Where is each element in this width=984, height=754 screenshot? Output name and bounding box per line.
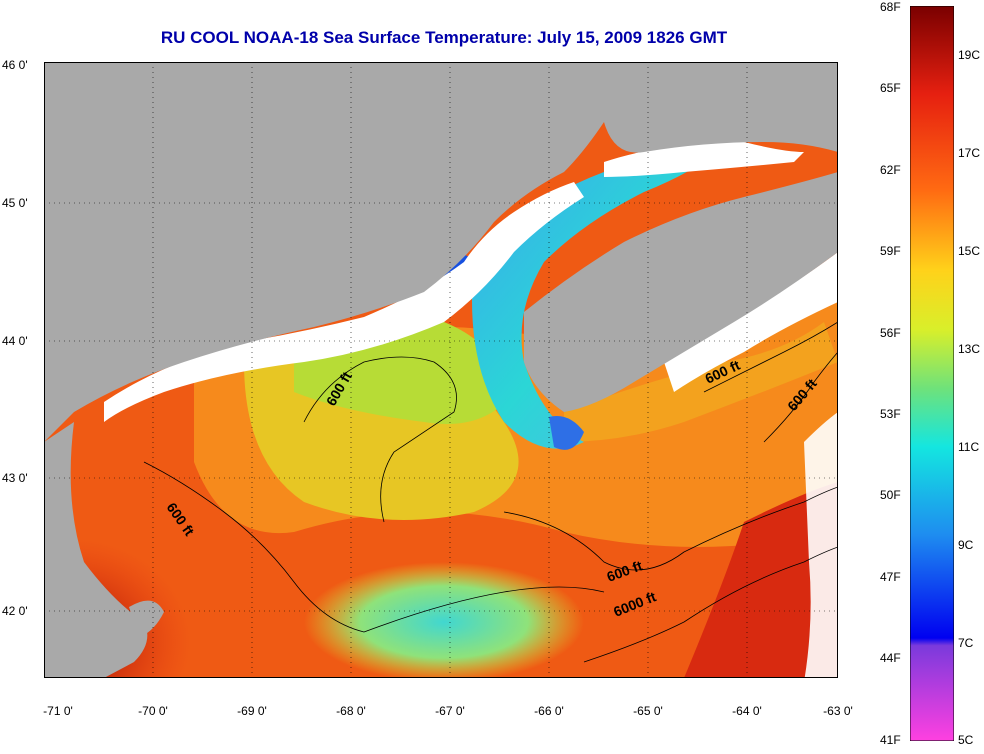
x-tick-7: -65 0'	[633, 704, 663, 718]
map-title: RU COOL NOAA-18 Sea Surface Temperature:…	[160, 28, 728, 47]
x-tick-9: -63 0'	[823, 704, 853, 718]
cbar-f-53: 53F	[880, 407, 901, 421]
cbar-c-11: 11C	[958, 440, 980, 454]
land-new-brunswick	[604, 62, 838, 153]
ocean-yellow-east	[564, 322, 838, 442]
x-tick-6: -66 0'	[534, 704, 564, 718]
cbar-c-5: 5C	[958, 733, 974, 747]
land-cape-cod	[44, 422, 148, 678]
ocean-warm-se	[684, 482, 838, 678]
colorbar	[910, 6, 954, 741]
cbar-c-17: 17C	[958, 146, 981, 160]
cloud-maine-coast	[104, 182, 584, 422]
y-tick-3: 44 0'	[2, 334, 28, 348]
cbar-f-59: 59F	[880, 244, 901, 258]
land-cape-hook	[129, 600, 164, 637]
cbar-c-19: 19C	[958, 48, 981, 62]
cbar-c-7: 7C	[958, 636, 974, 650]
x-tick-4: -68 0'	[336, 704, 366, 718]
y-tick-2: 45 0'	[2, 196, 28, 210]
y-tick-4: 43 0'	[2, 471, 28, 485]
contour-600-east	[503, 486, 838, 571]
cbar-f-41: 41F	[880, 733, 901, 747]
x-tick-8: -64 0'	[732, 704, 762, 718]
cloud-east	[804, 412, 838, 678]
y-tick-1: 46 0'	[2, 58, 28, 72]
x-tick-2: -70 0'	[138, 704, 168, 718]
cbar-f-65: 65F	[880, 81, 901, 95]
map-frame	[44, 62, 838, 678]
land-new-england	[44, 62, 604, 442]
cbar-f-56: 56F	[880, 326, 901, 340]
cbar-f-47: 47F	[880, 570, 901, 584]
cbar-f-50: 50F	[880, 488, 901, 502]
cbar-f-62: 62F	[880, 163, 901, 177]
cloud-nova-scotia-south	[664, 252, 838, 392]
cbar-c-13: 13C	[958, 342, 981, 356]
y-tick-5: 42 0'	[2, 604, 28, 618]
cbar-c-15: 15C	[958, 244, 981, 258]
contour-gulf-basin	[303, 356, 457, 523]
contour-600-west	[143, 461, 605, 633]
sst-map: 600 ft 600 ft 600 ft 600 ft 600 ft 6000 …	[44, 62, 838, 678]
cbar-c-9: 9C	[958, 538, 974, 552]
ocean-blue-patch-2	[549, 416, 584, 450]
contour-ne2	[763, 351, 838, 443]
contour-6000	[583, 546, 838, 663]
cloud-fundy	[604, 142, 804, 177]
cbar-f-68: 68F	[880, 0, 901, 14]
x-tick-3: -69 0'	[237, 704, 267, 718]
x-tick-1: -71 0'	[43, 704, 73, 718]
colorbar-ramp	[910, 6, 954, 741]
contour-ne	[703, 321, 838, 393]
x-tick-5: -67 0'	[435, 704, 465, 718]
cbar-f-44: 44F	[880, 651, 901, 665]
land-nova-scotia	[524, 172, 838, 412]
